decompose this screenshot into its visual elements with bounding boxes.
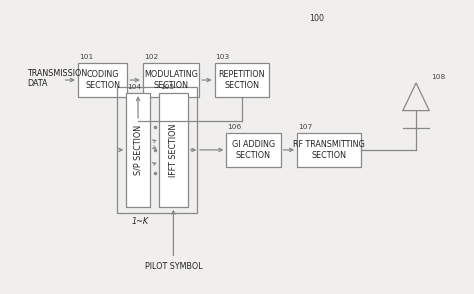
Text: 102: 102	[144, 54, 158, 60]
Text: IFFT SECTION: IFFT SECTION	[169, 123, 178, 177]
Text: 107: 107	[298, 124, 312, 130]
Text: 101: 101	[79, 54, 93, 60]
Text: S/P SECTION: S/P SECTION	[134, 125, 143, 175]
FancyArrowPatch shape	[152, 146, 156, 148]
FancyArrowPatch shape	[152, 163, 156, 166]
Text: RF TRANSMITTING
SECTION: RF TRANSMITTING SECTION	[293, 140, 365, 160]
Text: CODING
SECTION: CODING SECTION	[85, 70, 120, 90]
FancyArrowPatch shape	[152, 140, 156, 143]
Text: PILOT SYMBOL: PILOT SYMBOL	[145, 262, 202, 271]
Polygon shape	[227, 133, 281, 167]
Polygon shape	[215, 63, 269, 97]
Text: TRANSMISSION
DATA: TRANSMISSION DATA	[27, 69, 88, 88]
Text: 105: 105	[160, 83, 174, 90]
Polygon shape	[159, 93, 188, 207]
Polygon shape	[297, 133, 361, 167]
Polygon shape	[78, 63, 128, 97]
Text: 108: 108	[432, 74, 446, 80]
Text: GI ADDING
SECTION: GI ADDING SECTION	[232, 140, 275, 160]
Text: REPETITION
SECTION: REPETITION SECTION	[219, 70, 265, 90]
Polygon shape	[143, 63, 199, 97]
Polygon shape	[126, 93, 150, 207]
Text: 106: 106	[228, 124, 241, 130]
Text: 103: 103	[216, 54, 230, 60]
Text: 1~K: 1~K	[132, 217, 149, 226]
Text: 100: 100	[310, 14, 325, 24]
Text: 104: 104	[127, 83, 141, 90]
Text: MODULATING
SECTION: MODULATING SECTION	[144, 70, 198, 90]
